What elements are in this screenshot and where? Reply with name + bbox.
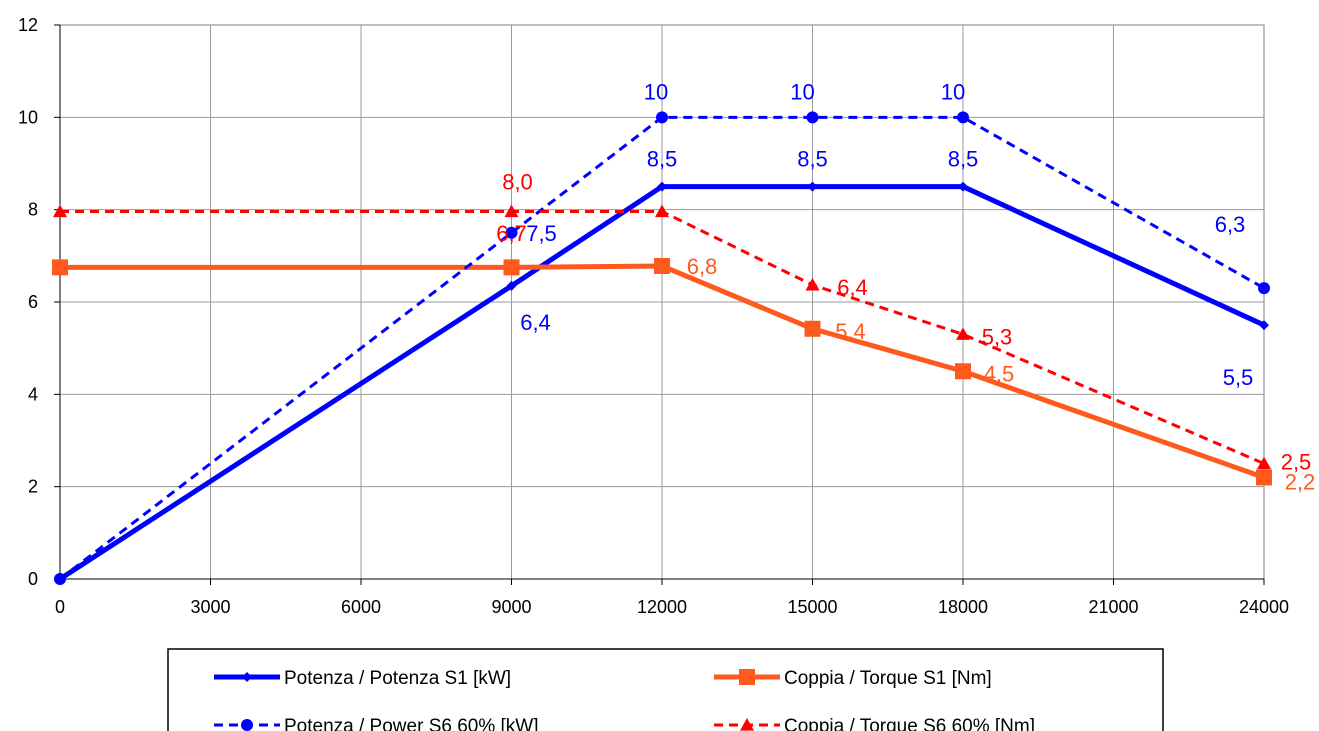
data-point [807,181,818,192]
series-3 [54,111,1270,585]
series-line [60,210,1265,465]
data-label: 8,5 [948,147,979,172]
legend: Potenza / Potenza S1 [kW] Coppia / Torque… [167,648,1164,731]
series-layer [52,111,1272,585]
y-tick-label: 0 [28,569,38,589]
data-point [656,111,668,124]
legend-swatch-marker [242,672,252,682]
y-tick-label: 10 [18,107,38,127]
legend-box [167,648,1164,731]
data-labels: 6,4 8,5 8,5 8,5 5,5 6,8 5,4 4,5 2,2 7,5 10 10 10 6,3 8… [496,79,1315,494]
x-tick-label: 9000 [491,597,531,617]
x-tick-label: 6000 [341,597,381,617]
x-tick-label: 0 [55,597,65,617]
data-point [955,363,971,380]
data-label: 2,2 [1285,469,1316,494]
data-point [806,111,819,124]
legend-label: Potenza / Potenza S1 [kW] [284,668,511,689]
series-line [59,115,1265,581]
data-label: 6,8 [687,254,718,279]
data-label: 5,4 [835,319,866,344]
data-label: 6,4 [837,275,868,300]
data-point [503,259,520,276]
data-point [958,181,968,192]
y-tick-label: 8 [28,200,38,220]
data-point [54,573,66,585]
legend-label: Coppia / Torque S6 60% [Nm] [784,716,1035,731]
data-point [1257,456,1271,470]
legend-swatch-marker [740,718,754,731]
legend-item-4: Coppia / Torque S6 60% [Nm] [714,716,1035,731]
data-label: 10 [644,79,668,104]
data-point [654,257,670,274]
data-point [804,320,821,337]
y-tick-label: 12 [18,15,38,35]
data-point [657,181,667,192]
data-label: 8,0 [502,170,533,195]
x-tick-label: 15000 [787,597,837,617]
legend-item-1: Potenza / Potenza S1 [kW] [214,668,511,689]
data-point [52,259,68,276]
legend-item-3: Potenza / Power S6 60% [kW] [214,716,539,731]
data-point [1258,282,1270,295]
x-tick-label: 3000 [190,597,230,617]
y-tick-label: 6 [28,292,38,312]
data-point [506,280,517,291]
data-label: 6,4 [520,310,551,335]
x-tick-label: 24000 [1239,597,1289,617]
data-point [957,111,969,124]
y-tick-label: 4 [28,384,38,404]
legend-label: Potenza / Power S6 60% [kW] [284,716,539,731]
legend-swatch-marker [739,669,755,685]
data-point [956,327,970,340]
series-2 [52,257,1272,486]
data-point [655,204,669,218]
legend-swatch-marker [241,719,253,731]
legend-label: Coppia / Torque S1 [Nm] [784,668,992,689]
data-label: 4,5 [984,361,1015,386]
series-line [60,263,1265,480]
series-1 [55,181,1269,584]
data-label: 10 [941,79,965,104]
data-label: 5,3 [982,324,1013,349]
series-4 [53,204,1271,470]
x-tick-label: 18000 [938,597,988,617]
data-point [53,204,67,218]
data-label: 8,5 [797,147,828,172]
x-tick-label: 21000 [1088,597,1138,617]
x-tick-label: 12000 [637,597,687,617]
data-point [505,226,518,239]
data-label: 7,5 [526,221,557,246]
data-label: 10 [790,79,814,104]
series-line [58,184,1266,582]
axes: 0 3000 6000 9000 12000 15000 18000 21000 24000 0 2… [18,15,1289,617]
data-label: 8,5 [647,147,678,172]
legend-item-2: Coppia / Torque S1 [Nm] [714,668,992,689]
data-point [805,277,820,291]
data-label: 5,5 [1223,365,1254,390]
grid [59,24,1265,580]
data-label: 6,7 [496,221,527,246]
y-tick-label: 2 [28,477,38,497]
data-point [1256,469,1272,486]
data-point [504,204,519,218]
data-point [1259,320,1269,331]
data-label: 6,3 [1215,212,1246,237]
data-label: 2,5 [1281,450,1312,475]
